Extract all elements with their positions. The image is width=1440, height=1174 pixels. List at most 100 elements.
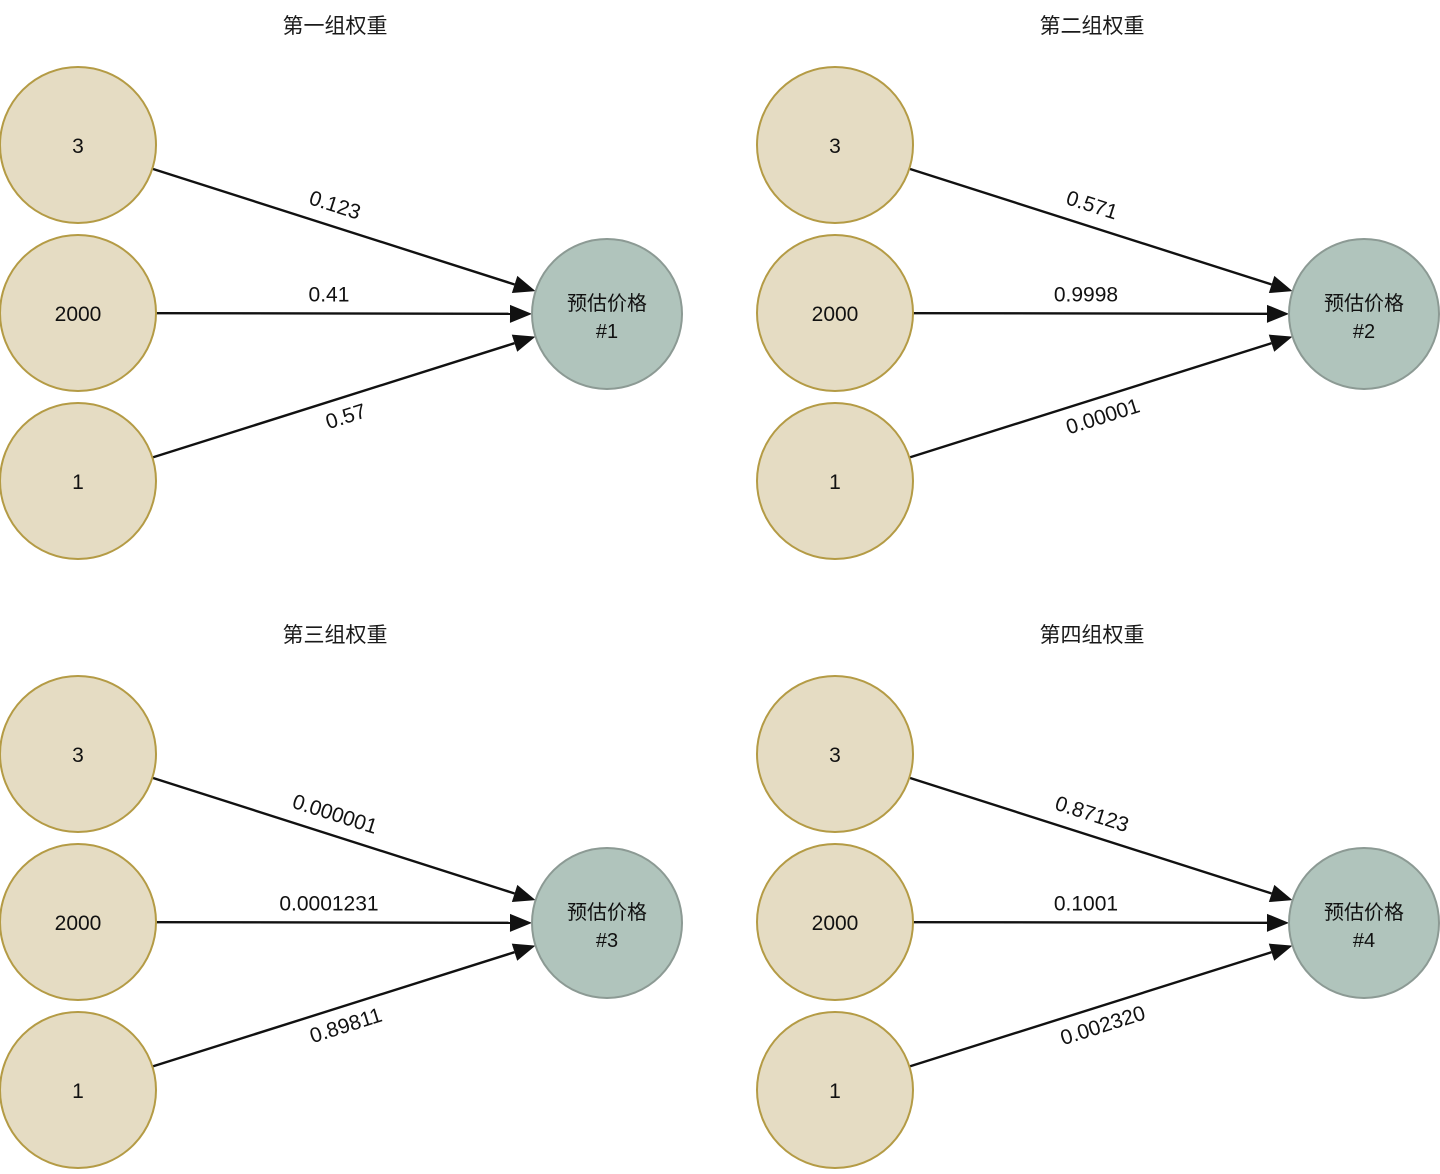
input-node-circle[interactable] (756, 843, 914, 1001)
input-node-circle[interactable] (756, 675, 914, 833)
edge-weight-label: 0.123 (306, 187, 363, 225)
input-node-circle[interactable] (0, 1011, 157, 1169)
arrowhead-icon (511, 884, 536, 903)
panel-2: 第二组权重 0.571 0.9998 0.00001 3 2000 1 预估价格 #2 (756, 15, 1440, 560)
edge-weight-label: 0.002320 (1058, 1002, 1148, 1050)
panel-title: 第三组权重 (283, 624, 388, 647)
arrowhead-icon (1268, 334, 1293, 352)
edge-line (155, 920, 511, 925)
input-node-circle[interactable] (756, 1011, 914, 1169)
arrowhead-icon (509, 304, 533, 323)
input-node-1[interactable]: 3 (0, 675, 157, 833)
output-node-label-line1: 预估价格 (567, 292, 647, 315)
edge-line (908, 776, 1272, 895)
output-node[interactable]: 预估价格 #2 (1288, 238, 1440, 390)
output-node[interactable]: 预估价格 #4 (1288, 847, 1440, 999)
output-node-circle[interactable] (1288, 238, 1440, 390)
edge-weight-label: 0.00001 (1063, 394, 1142, 439)
edge-3: 0.57 (152, 334, 536, 459)
input-node-1[interactable]: 3 (756, 675, 914, 833)
edge-line (909, 342, 1272, 459)
output-node[interactable]: 预估价格 #3 (531, 847, 683, 999)
input-node-circle[interactable] (0, 234, 157, 392)
input-node-2[interactable]: 2000 (0, 843, 157, 1001)
input-node-circle[interactable] (0, 402, 157, 560)
input-node-2[interactable]: 2000 (756, 843, 914, 1001)
arrowhead-icon (1268, 943, 1293, 961)
input-node-2[interactable]: 2000 (0, 234, 157, 392)
arrowhead-icon (511, 334, 536, 352)
output-node-label-line2: #1 (596, 321, 618, 343)
input-node-label: 3 (829, 744, 841, 767)
input-node-label: 3 (72, 135, 84, 158)
edge-line (151, 167, 515, 286)
arrowhead-icon (511, 943, 536, 961)
edge-line (909, 951, 1272, 1068)
input-node-3[interactable]: 1 (756, 402, 914, 560)
input-node-label: 2000 (55, 303, 102, 326)
edge-weight-label: 0.41 (309, 283, 350, 306)
output-node[interactable]: 预估价格 #1 (531, 238, 683, 390)
panel-4: 第四组权重 0.87123 0.1001 0.002320 3 2000 1 预估价格 #4 (756, 624, 1440, 1169)
output-node-label-line1: 预估价格 (1324, 901, 1404, 924)
panel-3: 第三组权重 0.000001 0.0001231 0.89811 3 2000 1 预估价格 #… (0, 624, 683, 1169)
edge-line (152, 342, 515, 459)
input-node-3[interactable]: 1 (0, 402, 157, 560)
output-node-label-line1: 预估价格 (1324, 292, 1404, 315)
panel-title: 第一组权重 (283, 15, 388, 38)
edge-1: 0.571 (908, 167, 1293, 294)
input-node-circle[interactable] (0, 675, 157, 833)
edge-weight-label: 0.57 (323, 400, 369, 434)
edge-3: 0.00001 (909, 334, 1293, 459)
edge-weight-label: 0.1001 (1054, 892, 1118, 915)
edge-weight-label: 0.9998 (1054, 283, 1118, 306)
panel-1: 第一组权重 0.123 0.41 0.57 3 2000 1 预估价格 #1 (0, 15, 683, 560)
edge-3: 0.89811 (152, 943, 536, 1068)
input-node-circle[interactable] (0, 843, 157, 1001)
output-node-circle[interactable] (531, 847, 683, 999)
input-node-label: 1 (72, 471, 84, 494)
arrowhead-icon (511, 275, 536, 294)
input-node-label: 1 (72, 1080, 84, 1103)
input-node-label: 2000 (812, 912, 859, 935)
output-node-label-line2: #2 (1353, 321, 1375, 343)
output-node-label-line2: #3 (596, 930, 618, 952)
edge-weight-label: 0.87123 (1052, 792, 1131, 837)
edge-2: 0.9998 (912, 283, 1290, 323)
input-node-label: 2000 (812, 303, 859, 326)
edge-1: 0.000001 (151, 776, 536, 903)
input-node-3[interactable]: 1 (0, 1011, 157, 1169)
edge-weight-label: 0.89811 (307, 1004, 385, 1048)
output-node-circle[interactable] (1288, 847, 1440, 999)
input-node-label: 2000 (55, 912, 102, 935)
edge-1: 0.123 (151, 167, 536, 294)
edge-weight-label: 0.571 (1063, 187, 1120, 225)
edge-line (912, 311, 1268, 316)
output-node-label-line1: 预估价格 (567, 901, 647, 924)
output-node-label-line2: #4 (1353, 930, 1375, 952)
input-node-label: 3 (72, 744, 84, 767)
output-node-circle[interactable] (531, 238, 683, 390)
edge-weight-label: 0.000001 (290, 790, 380, 839)
arrowhead-icon (1266, 913, 1290, 932)
input-node-1[interactable]: 3 (0, 66, 157, 224)
edge-3: 0.002320 (909, 943, 1293, 1068)
input-node-circle[interactable] (756, 66, 914, 224)
edge-line (908, 167, 1272, 286)
arrowhead-icon (1268, 275, 1293, 294)
input-node-label: 1 (829, 1080, 841, 1103)
panel-title: 第四组权重 (1040, 624, 1145, 647)
input-node-1[interactable]: 3 (756, 66, 914, 224)
input-node-circle[interactable] (0, 66, 157, 224)
input-node-circle[interactable] (756, 234, 914, 392)
panel-title: 第二组权重 (1040, 15, 1145, 38)
arrowhead-icon (1268, 884, 1293, 903)
edge-line (152, 951, 515, 1068)
input-node-label: 3 (829, 135, 841, 158)
edge-2: 0.41 (155, 283, 533, 323)
input-node-3[interactable]: 1 (756, 1011, 914, 1169)
arrowhead-icon (1266, 304, 1290, 323)
input-node-2[interactable]: 2000 (756, 234, 914, 392)
input-node-circle[interactable] (756, 402, 914, 560)
